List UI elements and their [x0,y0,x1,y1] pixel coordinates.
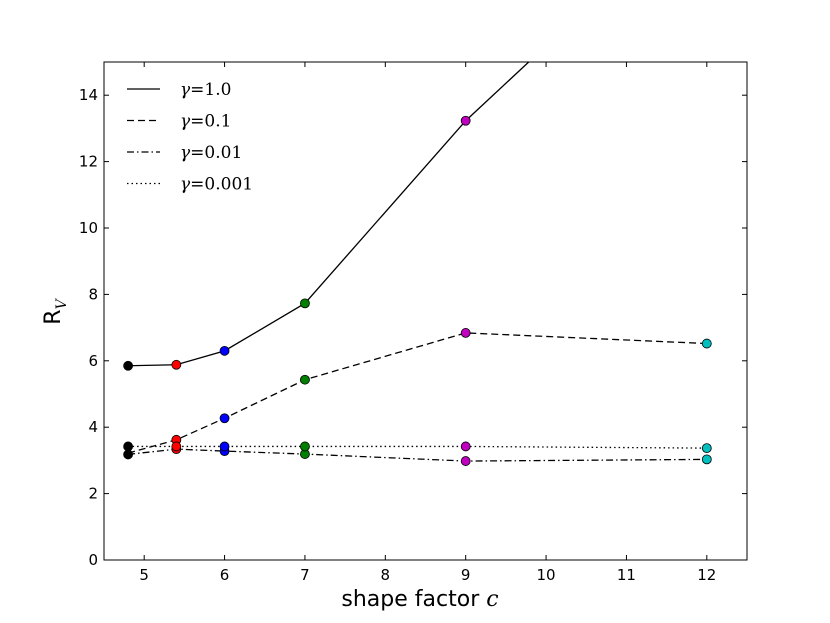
x-tick-label: 12 [697,566,716,584]
legend-value: =0.01 [190,143,242,163]
series-lines [127,62,707,462]
data-point [300,298,310,309]
y-tick-label: 6 [88,352,98,370]
x-tick-label: 6 [220,566,230,584]
y-tick-label: 14 [79,86,98,104]
data-point [219,413,230,424]
y-tick-label: 2 [88,485,98,503]
data-point [123,441,134,452]
series-line-0 [128,62,530,367]
data-point [701,338,712,349]
data-point [460,441,471,452]
x-tick-label: 9 [461,566,471,584]
y-tick-label: 0 [88,551,98,569]
legend-label-3: γ=0.001 [180,175,253,195]
data-point [460,328,471,338]
x-tick-label: 5 [139,566,149,584]
x-tick-label: 11 [617,566,636,584]
legend-gamma-symbol: γ [180,80,191,100]
x-axis-label-math: c [486,587,498,612]
x-tick-label: 7 [300,566,310,584]
data-point [171,441,182,452]
x-tick-label: 10 [537,566,556,584]
legend-label-1: γ=0.1 [180,112,231,132]
data-point [123,360,134,371]
data-point [171,359,182,370]
axis-ticks: 5 6 7 8 9 10 11 12 0 2 4 6 8 10 12 14 [79,62,747,584]
y-axis-label-text: R [41,309,66,324]
series-markers [123,115,712,466]
legend-gamma-symbol: γ [180,112,191,132]
y-axis-label: RV [41,297,70,324]
data-point [219,345,230,356]
series-line-2 [128,448,707,462]
data-point [460,456,471,466]
data-point [300,441,310,452]
x-axis-label: shape factor c [341,587,498,612]
legend-value: =0.1 [190,112,231,132]
y-tick-label: 4 [88,418,98,436]
data-point [460,115,471,126]
y-axis-label-sub: V [54,297,70,309]
legend: γ=1.0γ=0.1γ=0.01γ=0.001 [127,80,253,195]
data-point [701,454,712,465]
series-line-3 [128,445,707,449]
legend-label-2: γ=0.01 [180,143,242,163]
y-tick-label: 10 [79,219,98,237]
legend-value: =0.001 [190,175,253,195]
x-tick-label: 8 [381,566,391,584]
legend-label-0: γ=1.0 [180,80,231,100]
y-tick-label: 8 [88,285,98,303]
legend-gamma-symbol: γ [180,143,191,163]
data-point [300,374,310,385]
data-point [701,443,712,454]
data-point [219,441,230,452]
x-axis-label-text: shape factor [341,587,480,612]
legend-gamma-symbol: γ [180,175,191,195]
legend-value: =1.0 [190,80,231,100]
plot-frame [103,61,748,561]
y-tick-label: 12 [79,153,98,171]
series-line-1 [127,332,707,454]
